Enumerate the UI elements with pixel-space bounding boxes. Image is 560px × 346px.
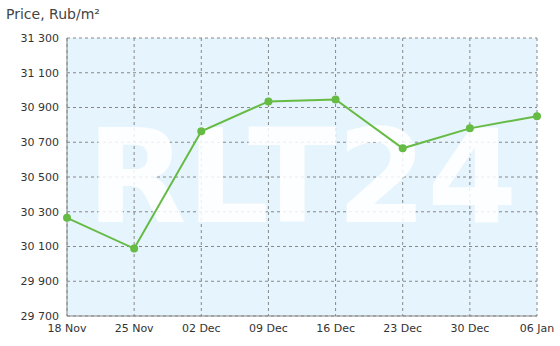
svg-text:16 Dec: 16 Dec (316, 322, 355, 335)
svg-text:31 100: 31 100 (21, 67, 60, 80)
svg-text:30 100: 30 100 (21, 240, 60, 253)
svg-text:31 300: 31 300 (21, 32, 60, 45)
svg-text:29 700: 29 700 (21, 310, 60, 323)
html-text:Price, Rub/m²: Price, Rub/m² (6, 6, 100, 22)
svg-text:02 Dec: 02 Dec (182, 322, 221, 335)
svg-text:RLT24: RLT24 (86, 101, 517, 253)
svg-text:30 700: 30 700 (21, 136, 60, 149)
svg-text:09 Dec: 09 Dec (249, 322, 288, 335)
svg-text:18 Nov: 18 Nov (48, 322, 87, 335)
svg-text:30 300: 30 300 (21, 206, 60, 219)
svg-text:06 Jan: 06 Jan (520, 322, 552, 335)
svg-text:30 Dec: 30 Dec (450, 322, 489, 335)
svg-text:23 Dec: 23 Dec (383, 322, 422, 335)
svg-text:30 900: 30 900 (21, 101, 60, 114)
svg-text:29 900: 29 900 (21, 275, 60, 288)
svg-text:30 500: 30 500 (21, 171, 60, 184)
svg-text:25 Nov: 25 Nov (115, 322, 154, 335)
